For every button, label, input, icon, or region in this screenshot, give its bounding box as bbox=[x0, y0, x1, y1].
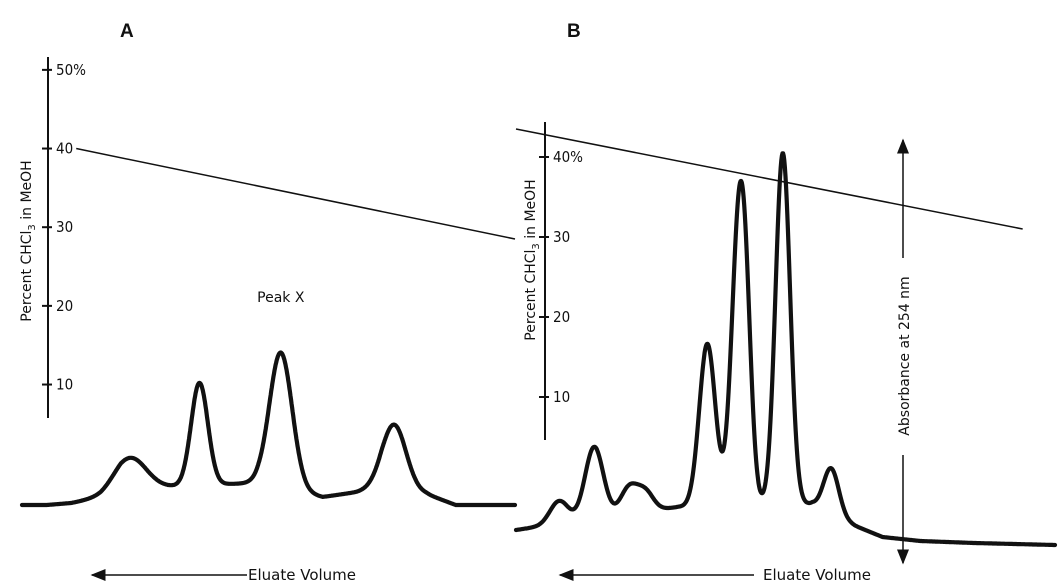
y-tick-label: 40% bbox=[553, 148, 583, 166]
panel-a-peak-x-label: Peak X bbox=[257, 290, 305, 306]
panel-a-y-ticks: 50% 40 30 20 10 bbox=[42, 61, 86, 394]
panel-b: B Percent CHCl3 in MeOH 40% 30 20 10 Absorb… bbox=[513, 21, 1058, 582]
y-tick-label: 20 bbox=[56, 297, 73, 315]
panel-a-gradient-line bbox=[76, 147, 516, 240]
panel-a-chromatogram-trace bbox=[19, 350, 518, 508]
panel-b-y-axis-label: Percent CHCl3 in MeOH bbox=[523, 179, 542, 340]
panel-a-x-axis-label: Eluate Volume bbox=[248, 566, 356, 582]
y-tick-label: 10 bbox=[56, 376, 73, 394]
y-tick-label: 30 bbox=[553, 228, 570, 246]
panel-b-letter: B bbox=[567, 21, 581, 42]
panel-a-y-axis-label: Percent CHCl3 in MeOH bbox=[19, 160, 38, 321]
panel-b-x-axis-label: Eluate Volume bbox=[763, 566, 871, 582]
y-tick-label: 50% bbox=[56, 61, 86, 79]
panel-b-chromatogram-trace bbox=[513, 151, 1058, 548]
y-tick-label: 10 bbox=[553, 388, 570, 406]
y-tick-label: 20 bbox=[553, 308, 570, 326]
panel-b-gradient-line bbox=[515, 128, 1023, 230]
y-tick-label: 30 bbox=[56, 218, 73, 236]
panel-b-absorbance-label: Absorbance at 254 nm bbox=[897, 276, 913, 435]
panel-a: A Percent CHCl3 in MeOH 50% 40 30 20 10 Peak… bbox=[19, 21, 518, 582]
panel-b-y-ticks: 40% 30 20 10 bbox=[539, 148, 583, 406]
y-tick-label: 40 bbox=[56, 140, 73, 158]
panel-a-letter: A bbox=[120, 21, 134, 42]
